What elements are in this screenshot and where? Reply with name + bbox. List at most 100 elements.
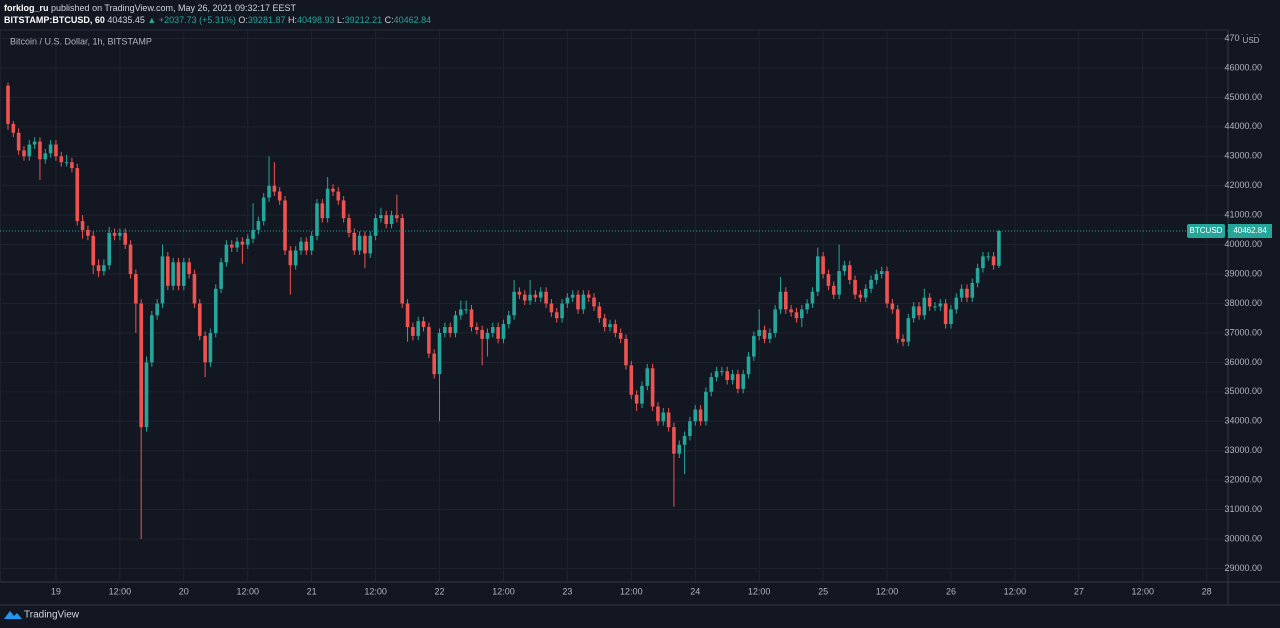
- x-tick-label: 12:00: [492, 586, 515, 596]
- candle-body: [826, 274, 831, 286]
- candle-body: [27, 144, 32, 157]
- x-tick-label: 12:00: [876, 586, 899, 596]
- candle-body: [970, 282, 975, 298]
- candle-body: [293, 250, 298, 266]
- candle-body: [357, 235, 362, 251]
- candle-body: [102, 265, 106, 272]
- candle-body: [805, 303, 809, 310]
- candle-body: [981, 256, 985, 269]
- candle-body: [107, 232, 112, 266]
- candle-body: [890, 303, 895, 310]
- x-tick-label: 12:00: [1004, 586, 1027, 596]
- candle-body: [182, 262, 186, 286]
- header-line-2: BITSTAMP:BTCUSD, 60 40435.45 ▲ +2037.73 …: [4, 15, 431, 25]
- candle-body: [810, 291, 815, 304]
- candle-body: [624, 338, 628, 366]
- candle-body: [501, 324, 506, 339]
- candle-body: [427, 327, 431, 354]
- candle-body: [613, 324, 618, 333]
- candle-body: [768, 332, 772, 339]
- candle-body: [799, 309, 804, 319]
- y-tick-label: 34000.00: [1224, 416, 1262, 426]
- x-tick-label: 12:00: [748, 586, 771, 596]
- y-tick-label: 37000.00: [1224, 327, 1262, 337]
- published-text: published on TradingView.com, May 26, 20…: [51, 3, 297, 13]
- logo: [4, 611, 22, 619]
- ohlc-key: O:: [238, 15, 248, 25]
- y-tick-label: 31000.00: [1224, 504, 1262, 514]
- candle-body: [251, 229, 255, 239]
- candle-body: [837, 271, 841, 295]
- candle-body: [443, 327, 447, 333]
- candle-body: [879, 271, 884, 275]
- candle-body: [43, 153, 48, 160]
- candle-body: [336, 191, 341, 201]
- candle-body: [954, 297, 959, 310]
- y-tick-label: 43000.00: [1224, 151, 1262, 161]
- last-price-label: 40462.84: [1233, 226, 1267, 235]
- symbol-label: BTCUSD: [1190, 226, 1223, 235]
- candle-body: [757, 329, 761, 336]
- candle-body: [411, 327, 415, 336]
- candle-body: [906, 318, 911, 342]
- candle-body: [464, 309, 468, 311]
- x-tick-label: 12:00: [364, 586, 387, 596]
- y-tick-label: 36000.00: [1224, 357, 1262, 367]
- candle-body: [86, 229, 90, 236]
- ohlc-value: 40462.84: [393, 15, 432, 25]
- x-tick-label: 12:00: [236, 586, 259, 596]
- candle-body: [608, 324, 612, 328]
- y-tick-label: 41000.00: [1224, 210, 1262, 220]
- candle-body: [416, 321, 421, 336]
- candle-body: [155, 303, 159, 316]
- candle-body: [661, 412, 666, 422]
- candle-body: [693, 409, 698, 422]
- candle-body: [368, 235, 373, 254]
- candle-body: [688, 421, 692, 436]
- candle-body: [842, 265, 847, 272]
- candle-body: [506, 315, 511, 325]
- candle-body: [592, 297, 596, 307]
- candle-body: [16, 132, 21, 151]
- publisher: forklog_ru: [4, 3, 49, 13]
- candle-body: [352, 232, 357, 251]
- candle-body: [725, 371, 730, 381]
- candle-body: [975, 268, 980, 283]
- x-tick-label: 27: [1074, 586, 1084, 596]
- y-tick-label: 46000.00: [1224, 62, 1262, 72]
- candle-body: [533, 294, 538, 298]
- candle-body: [112, 232, 117, 236]
- candle-body: [586, 294, 591, 298]
- candle-body: [11, 123, 16, 133]
- ohlc-value: 39212.21: [344, 15, 383, 25]
- candle-body: [949, 309, 953, 325]
- candle-body: [576, 294, 580, 310]
- ohlc-value: 39281.87: [247, 15, 286, 25]
- last: 40435.45: [107, 15, 145, 25]
- candle-body: [22, 150, 26, 157]
- ohlc-value: 40498.93: [296, 15, 335, 25]
- candle-body: [901, 338, 905, 342]
- candle-body: [283, 200, 287, 251]
- ohlc: O:39281.87 H:40498.93 L:39212.21 C:40462…: [238, 15, 431, 25]
- candle-body: [858, 294, 863, 298]
- y-tick-label: 33000.00: [1224, 445, 1262, 455]
- candle-body: [512, 291, 516, 316]
- y-tick-label: 42000.00: [1224, 180, 1262, 190]
- candle-body: [997, 230, 1001, 266]
- candle-body: [197, 303, 202, 336]
- candle-body: [38, 141, 42, 160]
- candle-body: [549, 303, 554, 313]
- candle-body: [277, 191, 282, 201]
- candle-body: [123, 232, 127, 245]
- x-tick-label: 19: [51, 586, 61, 596]
- y-tick-label: 44000.00: [1224, 121, 1262, 131]
- x-tick-label: 12:00: [109, 586, 132, 596]
- candle-body: [134, 274, 138, 304]
- candle-body: [773, 309, 777, 333]
- candle-body: [789, 309, 793, 313]
- ohlc-key: C:: [384, 15, 394, 25]
- candle-body: [150, 315, 154, 363]
- candle-body: [395, 215, 399, 219]
- candle-body: [389, 215, 394, 225]
